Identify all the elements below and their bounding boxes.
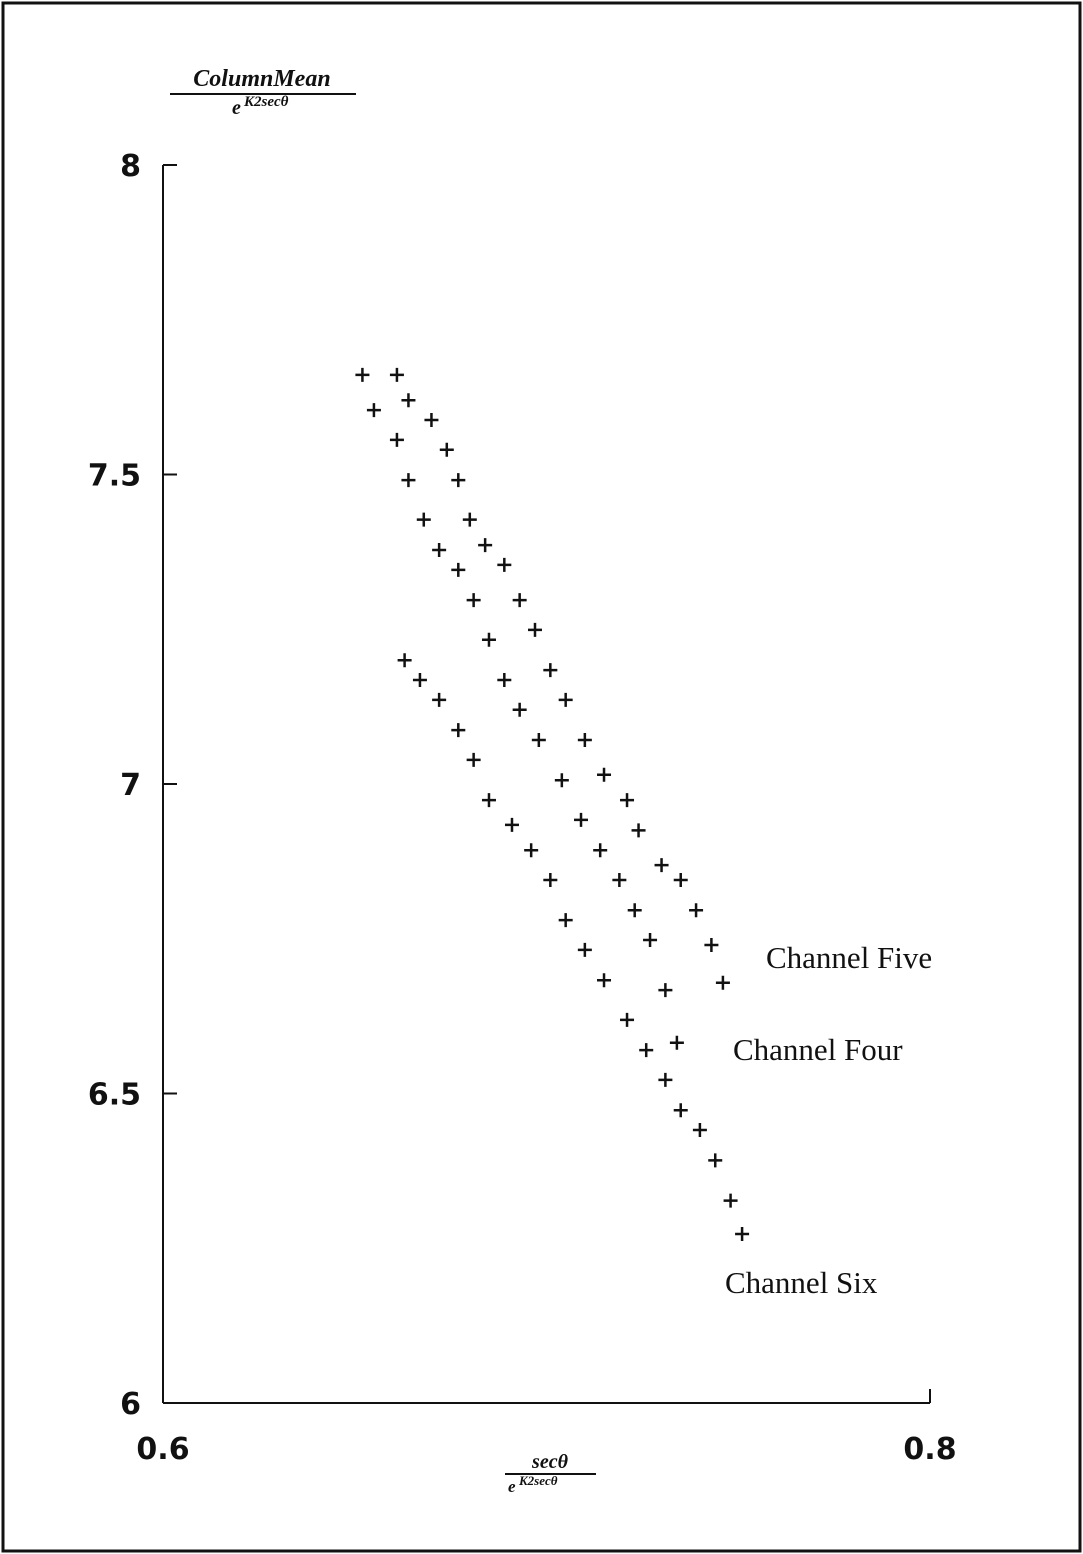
y-label-base: e [232,97,241,119]
y-label-exponent: K2secθ [243,94,289,110]
marker [462,512,477,527]
x-label-base: e [508,1477,516,1496]
y-label-numerator: ColumnMean [193,66,330,92]
marker [735,1227,750,1242]
marker [658,1072,673,1087]
marker [451,473,466,488]
marker [466,752,481,767]
x-axis-label: secθ e K2secθ [505,1451,596,1496]
marker [355,367,370,382]
marker [574,812,589,827]
marker [416,512,431,527]
marker [389,367,404,382]
marker [412,673,427,688]
series-label: Channel Five [766,940,932,975]
marker [497,673,512,688]
marker [577,942,592,957]
marker [554,773,569,788]
marker [612,872,627,887]
marker [715,975,730,990]
y-tick-label: 7 [120,768,141,803]
marker [643,932,658,947]
y-tick-label: 7.5 [88,459,141,494]
x-label-exponent: K2secθ [518,1473,558,1488]
series-label: Channel Six [725,1265,878,1300]
marker [543,663,558,678]
marker [451,723,466,738]
marker [558,692,573,707]
marker [658,983,673,998]
y-tick-label: 8 [120,149,141,184]
y-tick-label: 6 [120,1387,141,1422]
marker [478,538,493,553]
marker [723,1193,738,1208]
marker [401,473,416,488]
marker [631,823,646,838]
marker [439,442,454,457]
y-tick-label: 6.5 [88,1078,141,1113]
marker [543,872,558,887]
marker [620,793,635,808]
marker [558,913,573,928]
marker [597,973,612,988]
marker [481,632,496,647]
marker [620,1012,635,1027]
marker [704,937,719,952]
marker [466,593,481,608]
marker [497,557,512,572]
marker [481,793,496,808]
marker [627,903,642,918]
marker [389,432,404,447]
marker [524,843,539,858]
marker [432,692,447,707]
x-tick-label: 0.6 [136,1432,189,1467]
x-tick-label: 0.8 [903,1432,956,1467]
marker [451,562,466,577]
marker [673,1103,688,1118]
marker [708,1153,723,1168]
marker [531,733,546,748]
marker [654,858,669,873]
marker [512,702,527,717]
marker [597,767,612,782]
marker [504,817,519,832]
marker [639,1043,654,1058]
marker [397,653,412,668]
marker [424,413,439,428]
marker [673,872,688,887]
marker [692,1123,707,1138]
marker [689,903,704,918]
series-label: Channel Four [733,1032,903,1067]
marker [366,403,381,418]
y-axis-label: ColumnMean e K2secθ [170,66,356,119]
marker [669,1035,684,1050]
x-label-numerator: secθ [531,1451,569,1473]
marker [527,622,542,637]
marker [593,843,608,858]
marker [512,593,527,608]
marker [401,393,416,408]
marker [577,733,592,748]
marker [432,543,447,558]
